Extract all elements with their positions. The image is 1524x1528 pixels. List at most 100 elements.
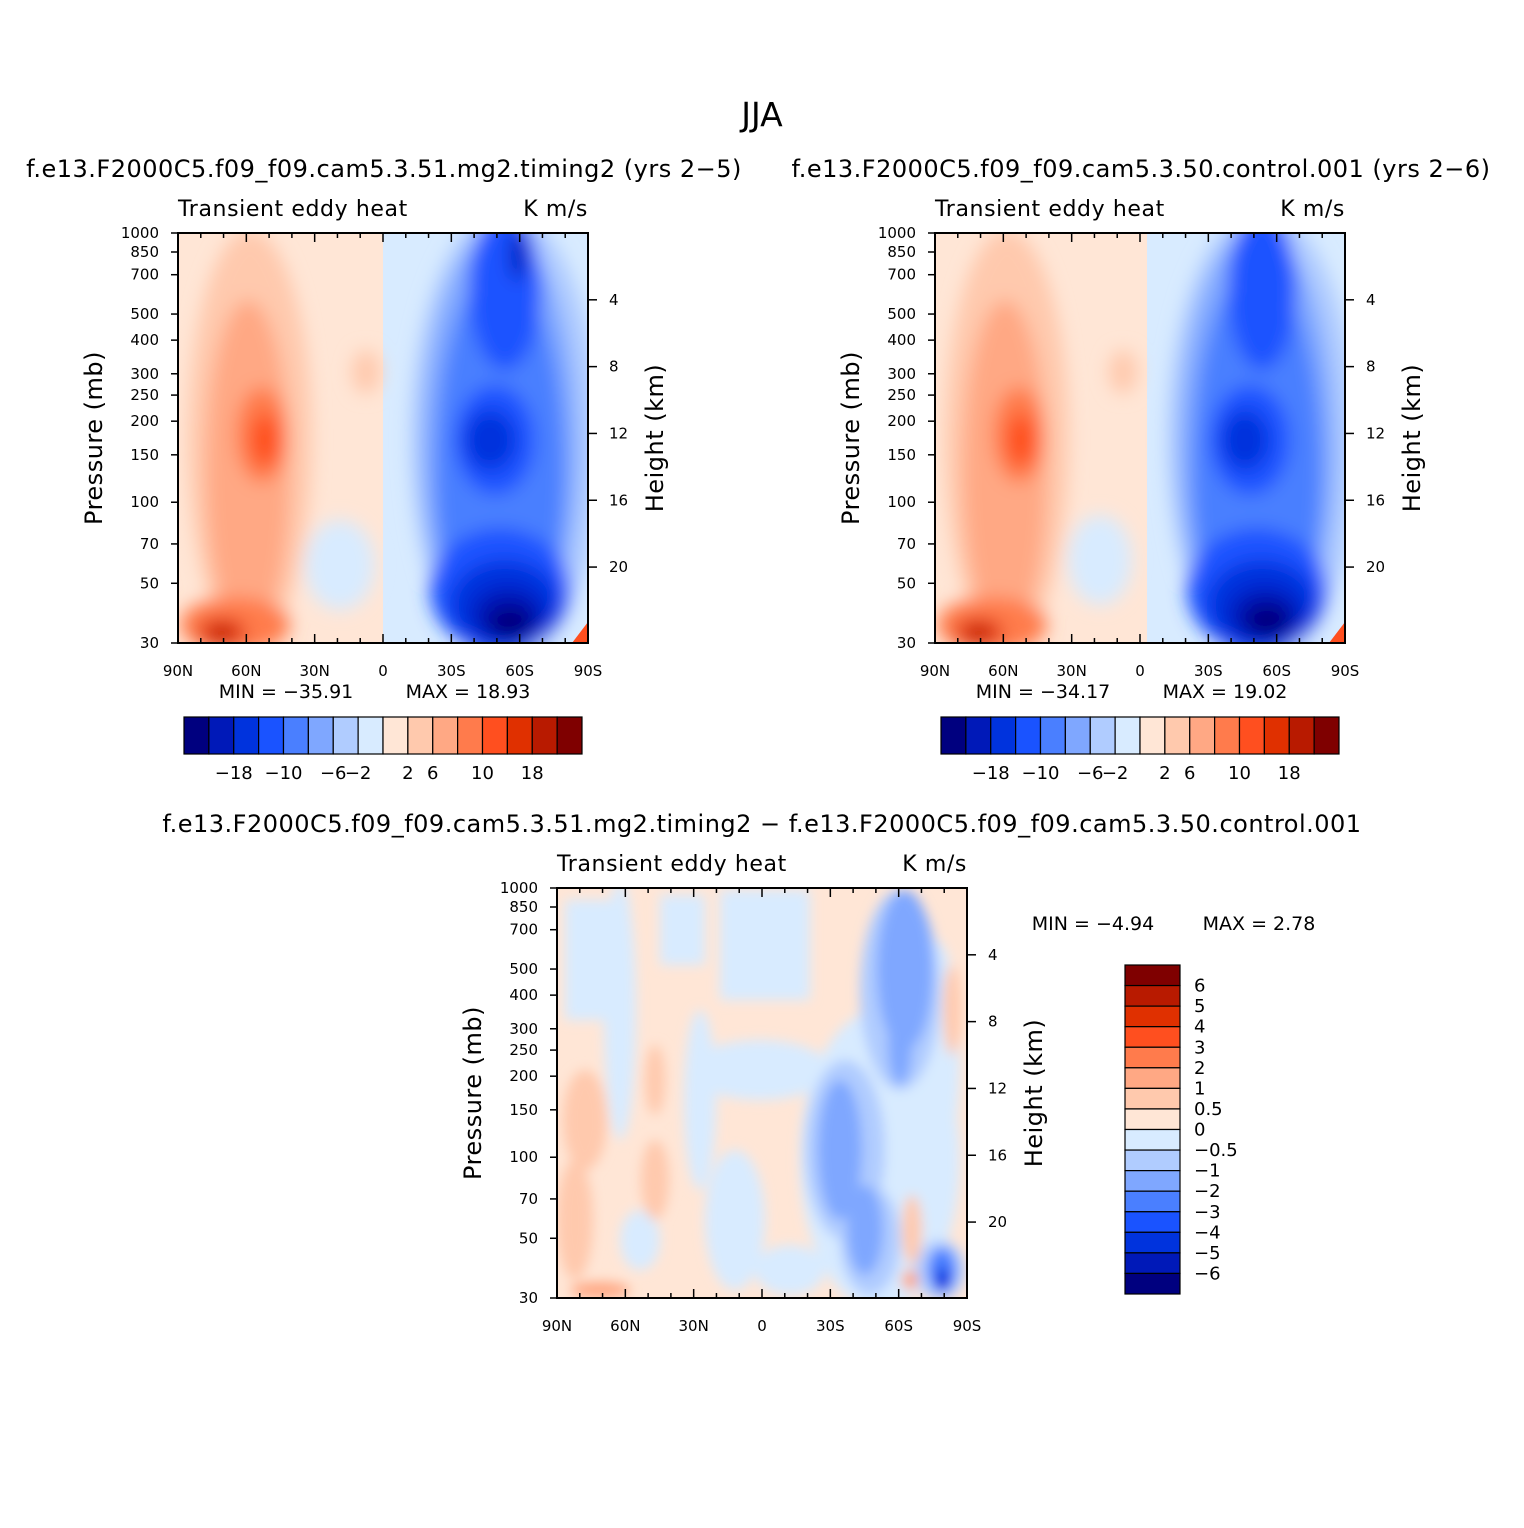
panel-difference-variable: Transient eddy heat xyxy=(556,852,787,877)
colorbar-label: −18 xyxy=(215,763,253,784)
y-tick-label: 1000 xyxy=(878,224,916,242)
y2-tick-label: 16 xyxy=(1366,491,1385,509)
y2-tick-label: 12 xyxy=(1366,424,1385,442)
x-tick-label: 30S xyxy=(437,662,466,680)
colorbar-cell xyxy=(1124,1149,1181,1172)
colorbar-label: −6 xyxy=(320,763,347,784)
colorbar-cell xyxy=(556,716,583,755)
y2-tick-label: 8 xyxy=(609,358,619,376)
y2-tick-label: 12 xyxy=(988,1079,1007,1097)
colorbar-cell xyxy=(1124,1252,1181,1275)
colorbar-label: −10 xyxy=(265,763,303,784)
panel-control-y2label: Height (km) xyxy=(1398,364,1426,512)
colorbar-cell xyxy=(1124,1231,1181,1254)
panel-difference: f.e13.F2000C5.f09_f09.cam5.3.51.mg2.timi… xyxy=(162,810,1361,1335)
panel-model-min: MIN = −35.91 xyxy=(219,681,354,703)
colorbar-label: −1 xyxy=(1194,1161,1221,1182)
colorbar-label: 6 xyxy=(1194,976,1205,997)
colorbar-label: 4 xyxy=(1194,1017,1205,1038)
colorbar-label: 18 xyxy=(521,763,544,784)
colorbar-cell xyxy=(1124,1190,1181,1213)
y-tick-label: 100 xyxy=(509,1148,538,1166)
x-tick-label: 90N xyxy=(920,662,950,680)
colorbar-label: 6 xyxy=(427,763,438,784)
colorbar-cell xyxy=(1015,716,1042,755)
colorbar-cell xyxy=(1124,1170,1181,1192)
colorbar-cell xyxy=(1124,1026,1181,1048)
colorbar-cell xyxy=(258,716,285,755)
colorbar-cell xyxy=(1164,716,1191,755)
colorbar-label: −2 xyxy=(1102,763,1129,784)
colorbar-cell xyxy=(208,716,235,755)
colorbar-cell xyxy=(1238,716,1265,755)
x-tick-label: 60N xyxy=(988,662,1018,680)
panel-control-colorbar: −18 −10 −6−2 2 6 10 18 xyxy=(940,716,1340,784)
panel-difference-max: MAX = 2.78 xyxy=(1203,913,1316,935)
colorbar-cell xyxy=(1124,1128,1181,1151)
panel-control-max: MAX = 19.02 xyxy=(1163,681,1288,703)
colorbar-cell xyxy=(1124,1005,1181,1028)
colorbar-label: 1 xyxy=(1194,1078,1205,1099)
y-tick-label: 1000 xyxy=(500,879,538,897)
x-tick-label: 60S xyxy=(1262,662,1291,680)
colorbar-label: 2 xyxy=(402,763,413,784)
y2-tick-label: 4 xyxy=(988,946,998,964)
colorbar-cell xyxy=(1124,1067,1181,1089)
x-tick-label: 0 xyxy=(1135,662,1145,680)
panel-control-axes: 305070100150200250300400500700850100090N… xyxy=(878,224,1385,680)
y2-tick-label: 4 xyxy=(609,291,619,309)
x-tick-label: 30N xyxy=(300,662,330,680)
y2-tick-label: 20 xyxy=(609,558,628,576)
colorbar-label: −2 xyxy=(345,763,372,784)
y-tick-label: 700 xyxy=(887,266,916,284)
x-tick-label: 60N xyxy=(610,1317,640,1335)
colorbar-cell xyxy=(1124,1108,1181,1131)
x-tick-label: 90N xyxy=(542,1317,572,1335)
panel-control-units: K m/s xyxy=(1280,197,1345,222)
x-tick-label: 30N xyxy=(679,1317,709,1335)
colorbar-cell xyxy=(990,716,1017,755)
y2-tick-label: 8 xyxy=(1366,358,1376,376)
y2-tick-label: 20 xyxy=(1366,558,1385,576)
panel-model-y2label: Height (km) xyxy=(641,364,669,512)
colorbar-cell xyxy=(1114,716,1141,755)
y-tick-label: 200 xyxy=(130,412,159,430)
colorbar-label: 0 xyxy=(1194,1120,1205,1141)
panel-control-variable: Transient eddy heat xyxy=(934,197,1165,222)
colorbar-cell xyxy=(481,716,508,755)
panel-control-title: f.e13.F2000C5.f09_f09.cam5.3.50.control.… xyxy=(792,155,1491,183)
panel-model-max: MAX = 18.93 xyxy=(406,681,531,703)
x-tick-label: 0 xyxy=(378,662,388,680)
colorbar-label: 10 xyxy=(471,763,494,784)
colorbar-cell xyxy=(1189,716,1216,755)
y-tick-label: 850 xyxy=(887,243,916,261)
colorbar-cell xyxy=(1089,716,1116,755)
y-tick-label: 700 xyxy=(130,266,159,284)
colorbar-cell xyxy=(1139,716,1166,755)
y-tick-label: 150 xyxy=(887,446,916,464)
colorbar-label: −6 xyxy=(1077,763,1104,784)
colorbar-cell xyxy=(332,716,359,755)
x-tick-label: 90S xyxy=(574,662,603,680)
colorbar-cell xyxy=(1124,1046,1181,1069)
y-tick-label: 100 xyxy=(130,493,159,511)
colorbar-cell xyxy=(940,716,967,755)
colorbar-cell xyxy=(457,716,484,755)
y-tick-label: 150 xyxy=(509,1101,538,1119)
y-tick-label: 500 xyxy=(509,960,538,978)
colorbar-cell xyxy=(1124,1087,1181,1110)
colorbar-cell xyxy=(1124,1211,1181,1233)
y-tick-label: 70 xyxy=(897,535,916,553)
colorbar-label: 6 xyxy=(1184,763,1195,784)
panel-difference-y2label: Height (km) xyxy=(1020,1019,1048,1167)
colorbar-cell xyxy=(1263,716,1290,755)
panel-model-field xyxy=(178,233,588,643)
y-tick-label: 300 xyxy=(887,365,916,383)
x-tick-label: 90S xyxy=(1331,662,1360,680)
x-tick-label: 90S xyxy=(953,1317,982,1335)
colorbar-cell xyxy=(1039,716,1066,755)
y-tick-label: 500 xyxy=(887,305,916,323)
colorbar-cell xyxy=(282,716,309,755)
panel-model-colorbar: −18 −10 −6−2 2 6 10 18 xyxy=(183,716,583,784)
